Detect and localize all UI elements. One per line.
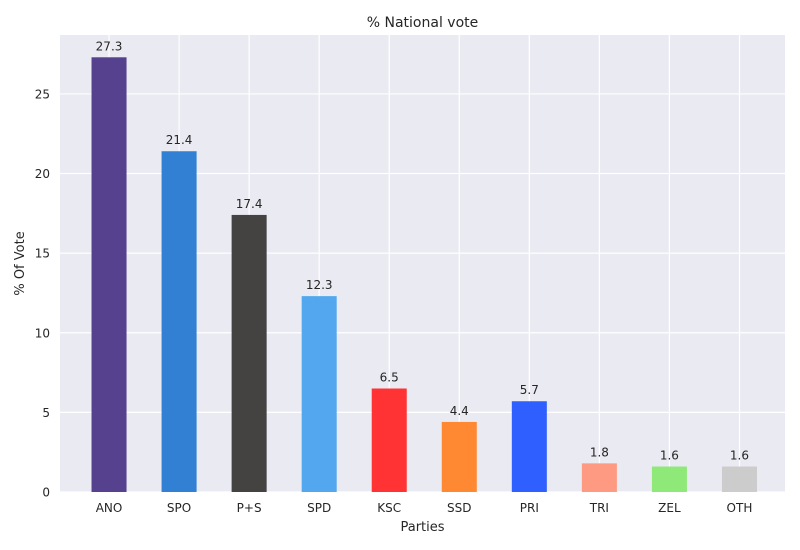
- data-labels: 27.3 21.4 17.4 12.3 6.5 4.4 5.7 1.8 1.6 1.6: [96, 39, 749, 462]
- bar-ps: [231, 214, 267, 493]
- y-axis-ticks: 0 5 10 15 20 25: [35, 87, 50, 499]
- x-axis-ticks: ANO SPO P+S SPD KSC SSD PRI TRI ZEL OTH: [96, 501, 753, 515]
- y-tick-label: 25: [35, 87, 50, 101]
- x-tick-label: KSC: [377, 501, 401, 515]
- bars: [91, 57, 757, 493]
- bar-value-label: 27.3: [96, 39, 123, 53]
- y-tick-label: 15: [35, 247, 50, 261]
- bar-value-label: 5.7: [520, 383, 539, 397]
- x-axis-label: Parties: [400, 520, 444, 535]
- bar-ksc: [371, 388, 407, 492]
- x-tick-label: SSD: [447, 501, 471, 515]
- x-tick-label: ANO: [96, 501, 123, 515]
- bar-zel: [651, 466, 687, 492]
- bar-value-label: 4.4: [450, 404, 469, 418]
- bar-value-label: 12.3: [306, 278, 333, 292]
- chart-title: % National vote: [367, 15, 479, 31]
- bar-spo: [161, 151, 197, 492]
- bar-value-label: 1.6: [730, 449, 749, 463]
- bar-oth: [721, 466, 757, 492]
- y-tick-label: 0: [42, 486, 50, 500]
- x-tick-label: OTH: [727, 501, 753, 515]
- x-tick-label: ZEL: [658, 501, 681, 515]
- y-tick-label: 5: [42, 406, 50, 420]
- bar-value-label: 1.6: [660, 449, 679, 463]
- x-tick-label: TRI: [589, 501, 609, 515]
- bar-tri: [581, 463, 617, 492]
- bar-value-label: 1.8: [590, 445, 609, 459]
- x-tick-label: SPO: [167, 501, 191, 515]
- bar-ssd: [441, 421, 477, 492]
- bar-value-label: 21.4: [166, 133, 193, 147]
- x-tick-label: P+S: [237, 501, 262, 515]
- x-tick-label: PRI: [520, 501, 539, 515]
- x-tick-label: SPD: [307, 501, 331, 515]
- y-tick-label: 10: [35, 326, 50, 340]
- bar-ano: [91, 57, 127, 492]
- bar-value-label: 17.4: [236, 197, 263, 211]
- bar-pri: [511, 401, 547, 492]
- y-tick-label: 20: [35, 167, 50, 181]
- bar-value-label: 6.5: [380, 370, 399, 384]
- bar-spd: [301, 296, 337, 492]
- y-axis-label: % Of Vote: [13, 231, 28, 295]
